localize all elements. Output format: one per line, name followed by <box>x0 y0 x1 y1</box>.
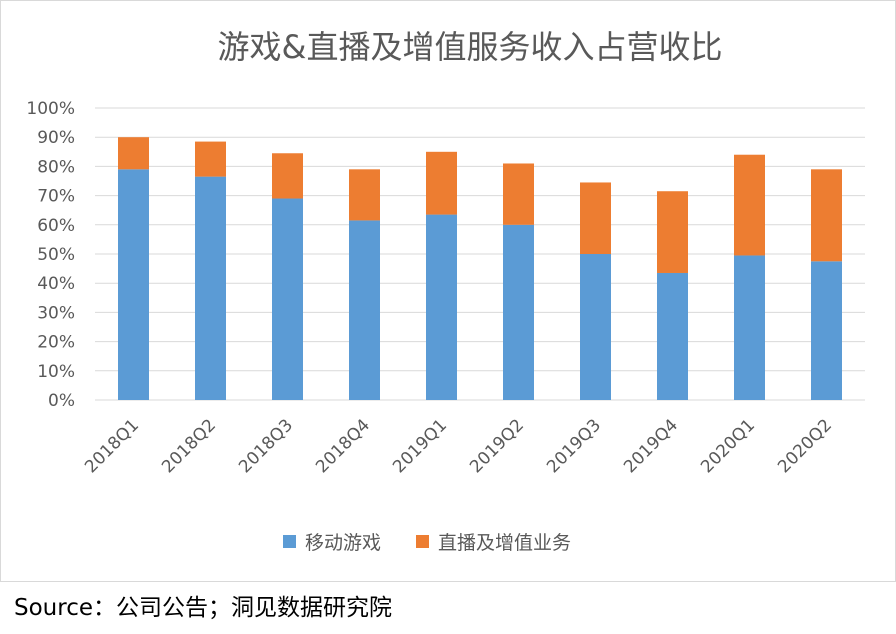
bar-segment-mobile-games <box>349 220 380 400</box>
x-category-label: 2019Q2 <box>466 415 528 477</box>
bar-segment-live-streaming <box>349 169 380 221</box>
bar-segment-live-streaming <box>811 169 842 262</box>
bar-segment-mobile-games <box>503 224 534 400</box>
bar-segment-live-streaming <box>734 154 765 256</box>
legend-label-mobile-games: 移动游戏 <box>305 532 381 554</box>
bar-segment-mobile-games <box>426 214 457 400</box>
y-axis-ticks: 0% 10% 20% 30% 40% 50% 60% 70% 80% 90% 100% <box>26 99 75 411</box>
bar-segment-live-streaming <box>426 151 457 215</box>
legend-swatch-live-streaming <box>416 535 429 548</box>
y-tick-label: 40% <box>37 274 75 294</box>
y-tick-label: 70% <box>37 187 75 207</box>
x-category-label: 2019Q3 <box>543 415 605 477</box>
bar-segment-live-streaming <box>195 141 226 177</box>
y-tick-label: 20% <box>37 333 75 353</box>
y-tick-label: 100% <box>26 99 75 119</box>
y-tick-label: 90% <box>37 128 75 148</box>
y-tick-label: 60% <box>37 216 75 236</box>
legend-swatch-mobile-games <box>283 535 296 548</box>
y-tick-label: 30% <box>37 303 75 323</box>
legend-label-live-streaming: 直播及增值业务 <box>438 532 571 554</box>
bar-segment-live-streaming <box>580 182 611 254</box>
bar-segment-mobile-games <box>118 169 149 400</box>
x-category-label: 2018Q4 <box>312 415 374 477</box>
bar-segment-mobile-games <box>272 198 303 400</box>
x-category-label: 2018Q2 <box>158 415 220 477</box>
legend: 移动游戏 直播及增值业务 <box>283 532 571 554</box>
x-category-label: 2018Q3 <box>235 415 297 477</box>
x-category-label: 2019Q1 <box>389 415 451 477</box>
x-category-label: 2020Q1 <box>697 415 759 477</box>
bar-segment-live-streaming <box>503 163 534 225</box>
chart-title: 游戏&直播及增值服务收入占营收比 <box>218 28 723 66</box>
x-category-label: 2020Q2 <box>774 415 836 477</box>
bar-segment-live-streaming <box>272 153 303 199</box>
bar-segment-mobile-games <box>657 272 688 400</box>
stacked-bar-chart: 游戏&直播及增值服务收入占营收比 0% 10% 20% 30% 40% 50% 60% 70%… <box>26 28 865 554</box>
bar-segment-mobile-games <box>580 254 611 400</box>
x-category-label: 2019Q4 <box>620 415 682 477</box>
bar-segment-live-streaming <box>118 137 149 170</box>
x-axis-labels: 2018Q1 2018Q2 2018Q3 2018Q4 2019Q1 2019Q2 2019… <box>81 415 836 477</box>
bar-segment-mobile-games <box>811 261 842 400</box>
y-tick-label: 0% <box>48 391 75 411</box>
source-note: Source：公司公告；洞见数据研究院 <box>14 595 392 621</box>
y-tick-label: 80% <box>37 157 75 177</box>
y-tick-label: 10% <box>37 362 75 382</box>
y-tick-label: 50% <box>37 245 75 265</box>
x-category-label: 2018Q1 <box>81 415 143 477</box>
bar-segment-mobile-games <box>195 176 226 400</box>
bars <box>118 137 842 400</box>
bar-segment-live-streaming <box>657 191 688 273</box>
bar-segment-mobile-games <box>734 255 765 400</box>
